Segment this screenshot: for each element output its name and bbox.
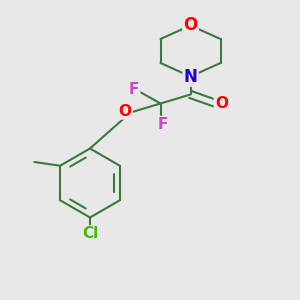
Text: N: N (184, 68, 197, 85)
Text: O: O (183, 16, 198, 34)
Text: F: F (129, 82, 139, 98)
Text: F: F (158, 117, 168, 132)
Text: O: O (215, 96, 228, 111)
Text: O: O (118, 103, 132, 118)
Text: Cl: Cl (82, 226, 98, 242)
